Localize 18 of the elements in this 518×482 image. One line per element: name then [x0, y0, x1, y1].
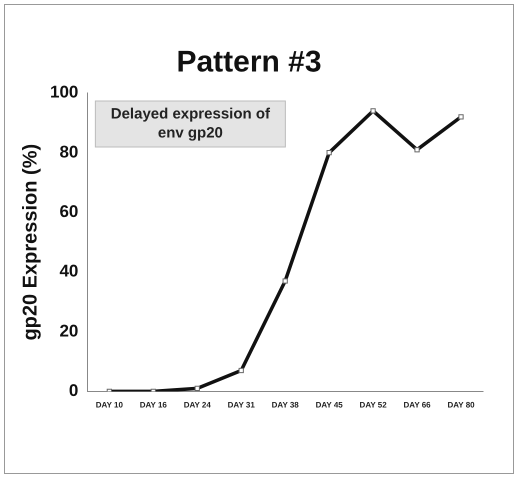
- x-tick-label: DAY 16: [140, 400, 168, 410]
- y-tick-label: 40: [59, 262, 78, 281]
- y-tick-label: 20: [59, 321, 78, 340]
- chart-title: Pattern #3: [176, 45, 322, 78]
- y-tick-label: 100: [50, 82, 78, 102]
- x-tick-label: DAY 31: [228, 400, 256, 410]
- x-tick-label: DAY 80: [447, 400, 476, 410]
- y-tick-label: 60: [59, 202, 78, 222]
- y-axis-title: gp20 Expression (%): [20, 144, 42, 341]
- y-tick-label: 80: [59, 142, 78, 162]
- x-tick-label: DAY 38: [272, 400, 300, 410]
- annotation: Delayed expression of env gp20: [110, 106, 271, 142]
- x-tick-label: DAY 24: [184, 400, 212, 410]
- x-tick-label: DAY 10: [96, 400, 124, 410]
- x-tick-label: DAY 66: [403, 400, 432, 410]
- y-tick-label: 0: [68, 381, 78, 400]
- x-tick-label: DAY 45: [316, 400, 344, 410]
- x-tick-label: DAY 52: [360, 400, 388, 410]
